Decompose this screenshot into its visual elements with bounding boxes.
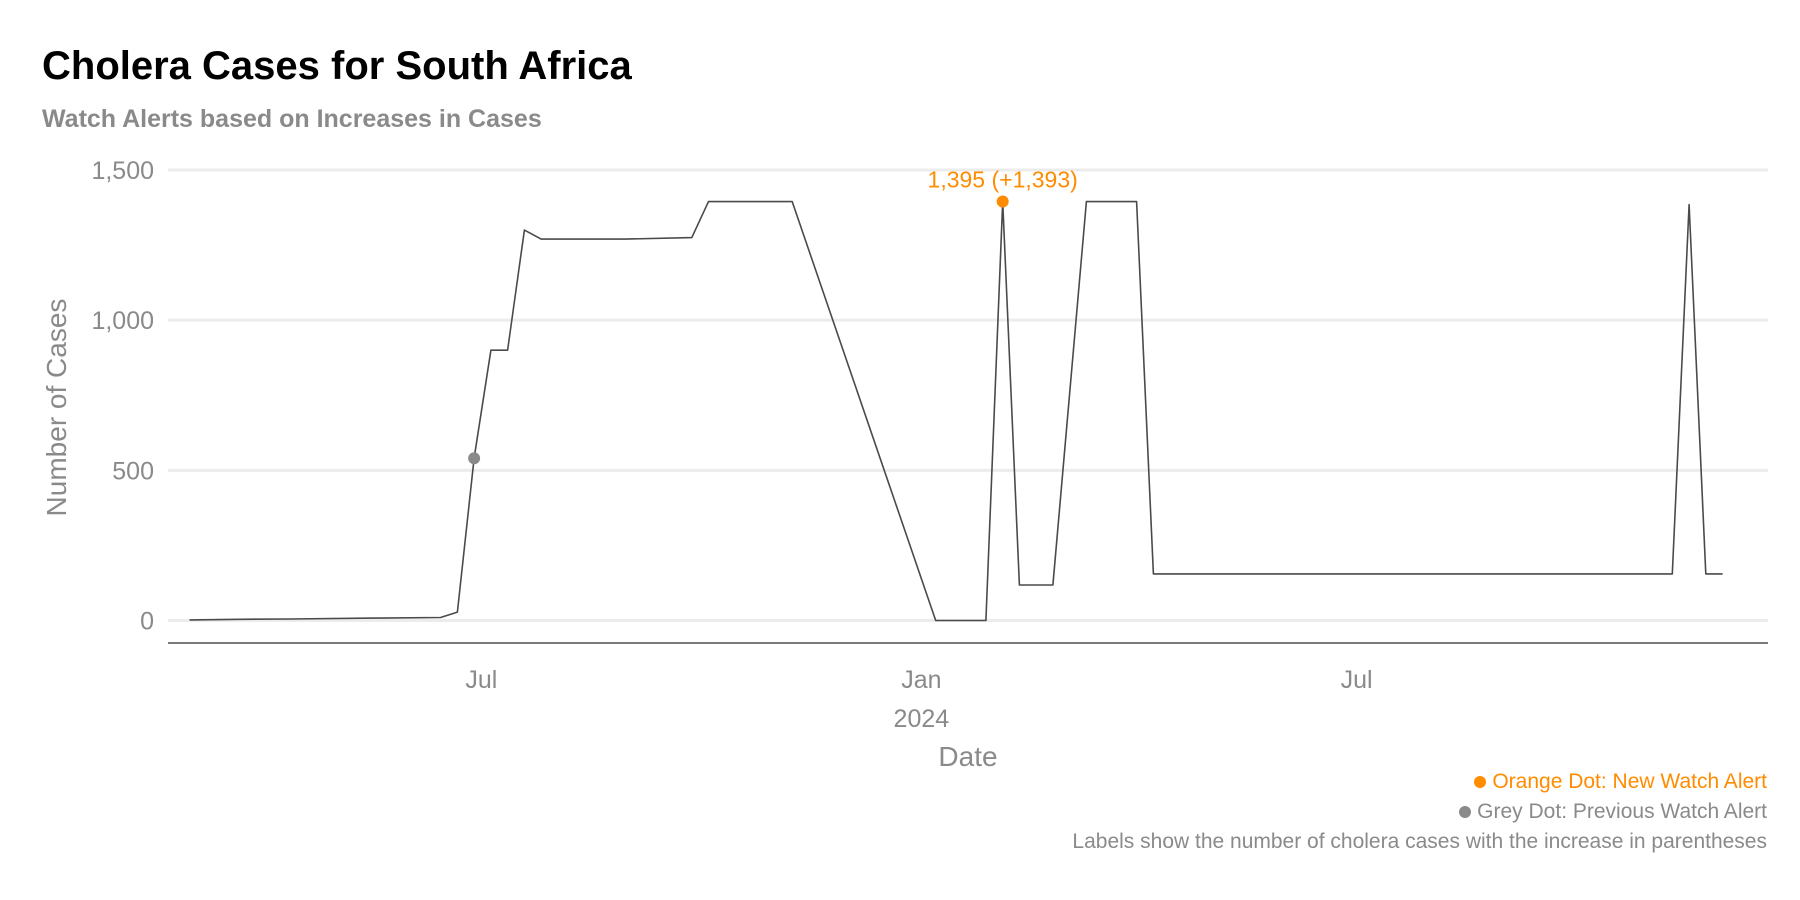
orange-dot-icon [1474, 776, 1487, 789]
x-tick-sublabel: 2024 [894, 705, 950, 733]
series-layer [189, 200, 1723, 622]
axes: 0 500 1,000 1,500 Jul Jan 2024 Jul Date Number of… [41, 157, 1768, 770]
x-tick-label: Jul [465, 666, 497, 694]
series-line [189, 200, 1723, 622]
x-tick-label: Jul [1341, 666, 1373, 694]
x-axis-title: Date [938, 741, 997, 770]
y-tick-label: 1,500 [91, 157, 154, 185]
gridlines [168, 168, 1768, 622]
previous-alert-dot [468, 452, 481, 465]
x-tick-label: Jan [901, 666, 941, 694]
alert-data-label: 1,395 (+1,393) [928, 167, 1078, 193]
previous-alert-caption: Grey Dot: Previous Watch Alert [1459, 800, 1767, 824]
y-tick-label: 0 [140, 607, 154, 635]
chart-subtitle: Watch Alerts based on Increases in Cases [42, 105, 542, 133]
chart-title: Cholera Cases for South Africa [42, 44, 632, 88]
y-tick-label: 500 [112, 457, 154, 485]
y-axis-title: Number of Cases [41, 299, 72, 517]
grey-dot-icon [1459, 806, 1472, 819]
new-alert-dot [996, 195, 1009, 208]
line-chart: 0 500 1,000 1,500 Jul Jan 2024 Jul Date Number of… [41, 157, 1768, 770]
new-alert-caption-text: Orange Dot: New Watch Alert [1492, 770, 1767, 793]
alerts-layer: 1,395 (+1,393) [468, 167, 1078, 465]
labels-note-caption: Labels show the number of cholera cases … [1072, 830, 1767, 853]
previous-alert-caption-text: Grey Dot: Previous Watch Alert [1477, 800, 1767, 823]
new-alert-caption: Orange Dot: New Watch Alert [1474, 770, 1767, 794]
y-tick-label: 1,000 [91, 307, 154, 335]
